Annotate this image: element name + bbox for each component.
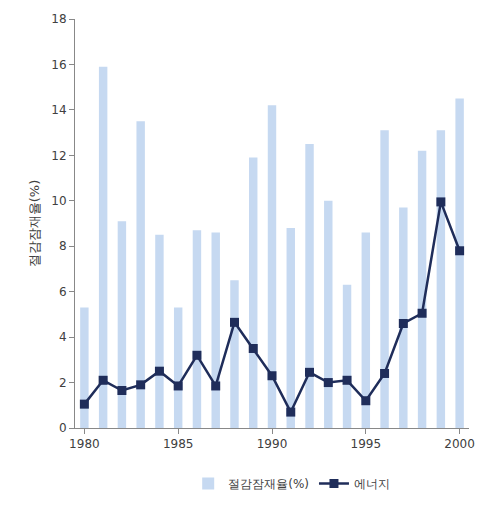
svg-text:1980: 1980 [69, 437, 100, 451]
svg-text:6: 6 [59, 285, 67, 299]
svg-text:14: 14 [51, 103, 66, 117]
svg-text:절감잠재율(%): 절감잠재율(%) [27, 180, 42, 268]
svg-text:8: 8 [59, 239, 67, 253]
svg-text:1995: 1995 [351, 437, 382, 451]
svg-text:에너지: 에너지 [354, 477, 390, 491]
svg-text:16: 16 [51, 58, 66, 72]
svg-text:1990: 1990 [257, 437, 288, 451]
svg-text:2: 2 [59, 376, 67, 390]
svg-text:0: 0 [59, 421, 67, 435]
svg-text:18: 18 [51, 12, 66, 26]
svg-text:2000: 2000 [444, 437, 475, 451]
svg-text:10: 10 [51, 194, 66, 208]
svg-text:4: 4 [59, 330, 67, 344]
svg-text:절감잠재율(%): 절감잠재율(%) [228, 477, 309, 491]
svg-text:1985: 1985 [163, 437, 194, 451]
svg-text:12: 12 [51, 149, 66, 163]
